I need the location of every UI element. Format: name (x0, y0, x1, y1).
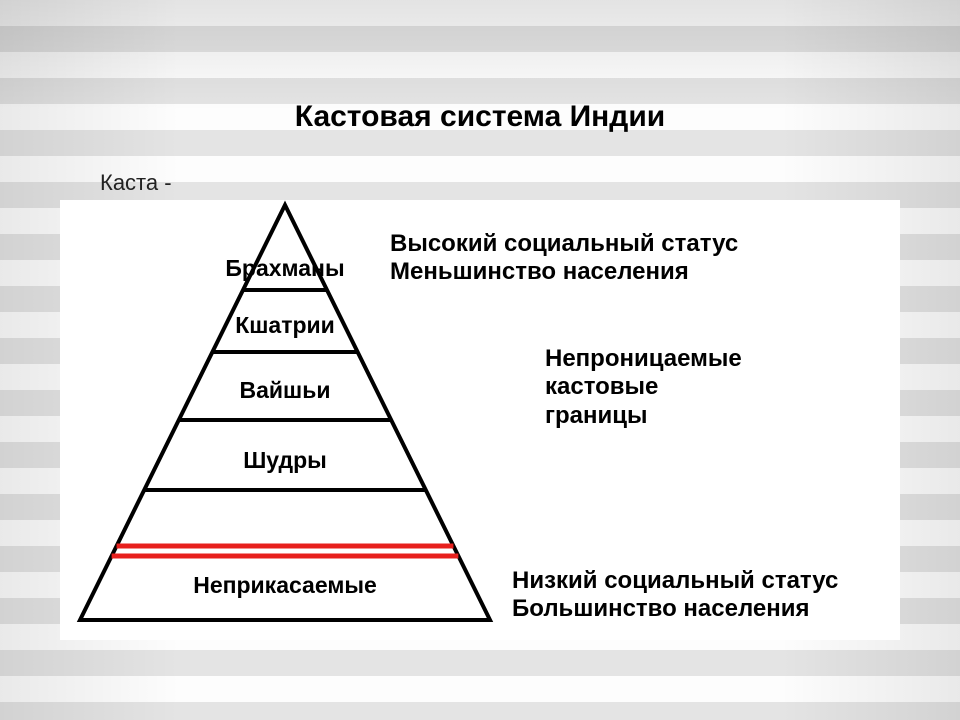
annotation-middle-line1: Непроницаемые (545, 345, 742, 373)
annotation-middle-line3: границы (545, 402, 742, 430)
annotation-top: Высокий социальный статус Меньшинство на… (390, 230, 738, 287)
caste-untouchables-label: Неприкасаемые (135, 572, 435, 599)
annotation-top-line1: Высокий социальный статус (390, 230, 738, 258)
annotation-middle-line2: кастовые (545, 373, 742, 401)
annotation-bottom-line2: Большинство населения (512, 595, 838, 623)
annotation-bottom: Низкий социальный статус Большинство нас… (512, 567, 838, 624)
slide: Кастовая система Индии Каста - Брахманы … (0, 0, 960, 720)
caste-vaishya-label: Вайшьи (135, 377, 435, 404)
annotation-top-line2: Меньшинство населения (390, 258, 738, 286)
annotation-middle: Непроницаемые кастовые границы (545, 345, 742, 430)
caste-shudra-label: Шудры (135, 447, 435, 474)
caste-kshatriya-label: Кшатрии (135, 312, 435, 339)
annotation-bottom-line1: Низкий социальный статус (512, 567, 838, 595)
